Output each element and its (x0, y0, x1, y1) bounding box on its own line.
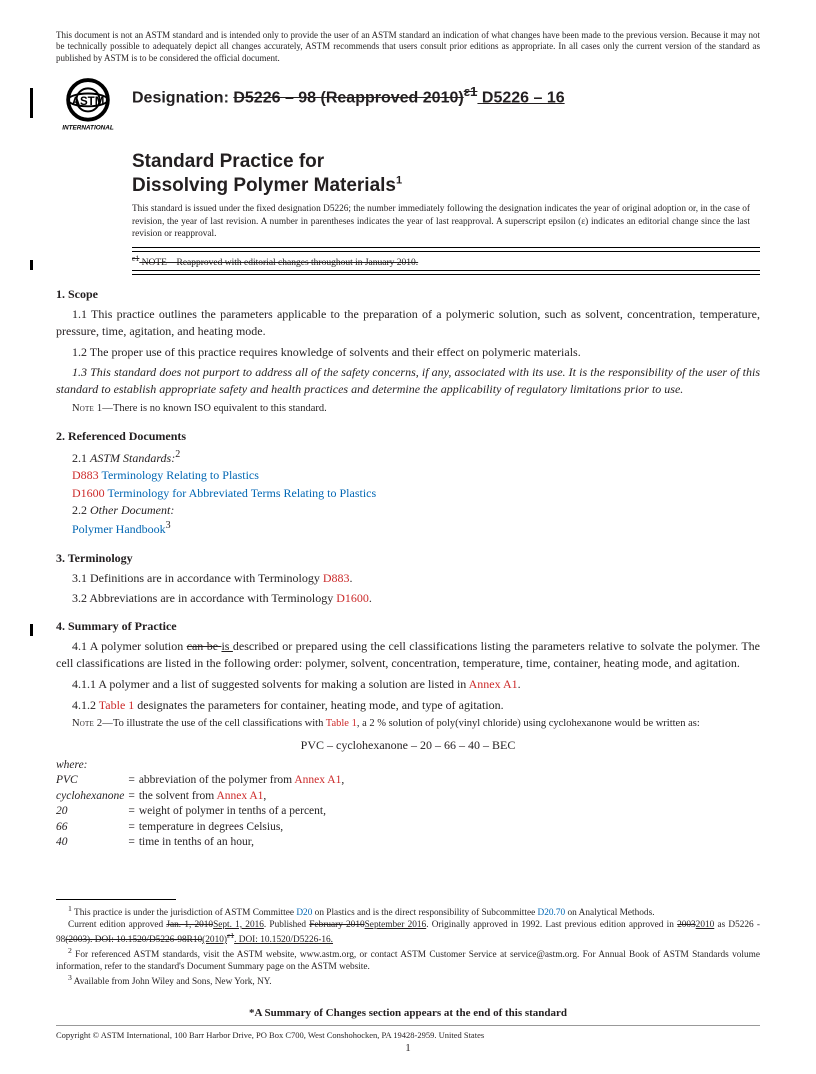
refs-2-2: 2.2 Other Document: (72, 502, 760, 519)
refs-2-1: 2.1 ASTM Standards:2 (72, 448, 760, 467)
link-d20-70[interactable]: D20.70 (538, 908, 566, 918)
title-line1: Standard Practice for (132, 151, 324, 172)
refs-block: 2.1 ASTM Standards:2 D883 Terminology Re… (72, 448, 760, 539)
where-label: where: (56, 759, 760, 771)
ref-d883[interactable]: D883 Terminology Relating to Plastics (72, 467, 760, 484)
title-line2: Dissolving Polymer Materials (132, 175, 396, 196)
link-d883[interactable]: D883 (323, 571, 350, 585)
link-annex-a1[interactable]: Annex A1 (469, 677, 518, 691)
title-sup: 1 (396, 174, 402, 186)
header-disclaimer: This document is not an ASTM standard an… (56, 30, 760, 64)
designation-struck-sup: ε1 (464, 84, 478, 99)
footnote-separator (56, 899, 176, 900)
copyright-line: Copyright © ASTM International, 100 Barr… (56, 1025, 760, 1040)
svg-text:ASTM: ASTM (72, 96, 105, 108)
designation-row: ASTM INTERNATIONAL Designation: D5226 – … (56, 78, 760, 132)
link-d20[interactable]: D20 (296, 908, 312, 918)
term-head: 3. Terminology (56, 551, 760, 566)
standard-title: Standard Practice for Dissolving Polymer… (132, 150, 760, 198)
scope-1-1: 1.1 This practice outlines the parameter… (56, 306, 760, 340)
link-table-1[interactable]: Table 1 (99, 698, 134, 712)
ref-handbook[interactable]: Polymer Handbook3 (72, 519, 760, 538)
footnote-2: 2 For referenced ASTM standards, visit t… (56, 946, 760, 973)
scope-head: 1. Scope (56, 287, 760, 302)
note1-text: There is no known ISO equivalent to this… (113, 403, 327, 414)
epsilon-note: ε1 NOTE—Reapproved with editorial change… (132, 252, 760, 270)
document-page: This document is not an ASTM standard an… (0, 0, 816, 1074)
term-3-1: 3.1 Definitions are in accordance with T… (56, 570, 760, 587)
cell-formula: PVC – cyclohexanone – 20 – 66 – 40 – BEC (56, 738, 760, 753)
link-annex-a1[interactable]: Annex A1 (216, 790, 263, 802)
scope-1-2: 1.2 The proper use of this practice requ… (56, 344, 760, 361)
where-table: PVC=abbreviation of the polymer from Ann… (56, 773, 348, 851)
rule-bottom (132, 270, 760, 275)
summary-4-1: 4.1 A polymer solution can be is describ… (56, 638, 760, 672)
link-annex-a1[interactable]: Annex A1 (294, 774, 341, 786)
summary-changes-line: *A Summary of Changes section appears at… (56, 1007, 760, 1019)
summary-4-1-1: 4.1.1 A polymer and a list of suggested … (56, 676, 760, 693)
revision-bar (30, 260, 33, 270)
revision-bar (30, 624, 33, 636)
footnote-1b: Current edition approved Jan. 1, 2010Sep… (56, 919, 760, 946)
page-number: 1 (56, 1042, 760, 1054)
designation-line: Designation: D5226 – 98 (Reapproved 2010… (132, 78, 565, 107)
summary-4-1-2: 4.1.2 Table 1 designates the parameters … (56, 697, 760, 714)
revision-bar (30, 88, 33, 118)
summary-note2: Note 2—To illustrate the use of the cell… (56, 717, 760, 732)
designation-struck: D5226 – 98 (Reapproved 2010) (233, 89, 463, 106)
link-table-1-b[interactable]: Table 1 (326, 718, 357, 729)
ref-d1600[interactable]: D1600 Terminology for Abbreviated Terms … (72, 485, 760, 502)
link-d1600[interactable]: D1600 (336, 591, 369, 605)
svg-text:INTERNATIONAL: INTERNATIONAL (62, 124, 114, 131)
scope-1-3: 1.3 This standard does not purport to ad… (56, 364, 760, 398)
term-3-2: 3.2 Abbreviations are in accordance with… (56, 590, 760, 607)
designation-underlined: D5226 – 16 (477, 89, 564, 106)
footnote-3: 3 Available from John Wiley and Sons, Ne… (56, 973, 760, 988)
designation-prefix: Designation: (132, 89, 233, 106)
issued-note: This standard is issued under the fixed … (132, 203, 750, 241)
refs-head: 2. Referenced Documents (56, 429, 760, 444)
footnote-1: 1 This practice is under the jurisdictio… (56, 904, 760, 919)
eps-text: NOTE—Reapproved with editorial changes t… (139, 258, 418, 268)
astm-logo: ASTM INTERNATIONAL (56, 78, 120, 132)
note1-label: Note 1— (72, 403, 113, 414)
summary-head: 4. Summary of Practice (56, 619, 760, 634)
scope-note1: Note 1—There is no known ISO equivalent … (56, 402, 760, 417)
